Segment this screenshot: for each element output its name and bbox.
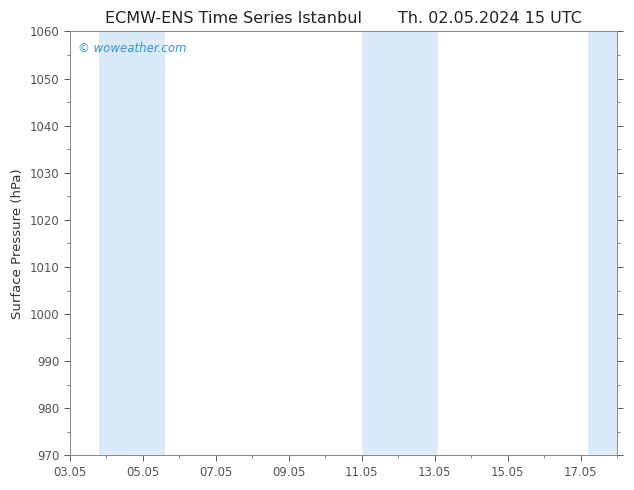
Bar bbox=[362, 31, 439, 456]
Bar bbox=[99, 31, 165, 456]
Title: ECMW-ENS Time Series Istanbul       Th. 02.05.2024 15 UTC: ECMW-ENS Time Series Istanbul Th. 02.05.… bbox=[105, 11, 582, 26]
Bar bbox=[588, 31, 618, 456]
Text: © woweather.com: © woweather.com bbox=[78, 42, 186, 55]
Y-axis label: Surface Pressure (hPa): Surface Pressure (hPa) bbox=[11, 168, 24, 319]
